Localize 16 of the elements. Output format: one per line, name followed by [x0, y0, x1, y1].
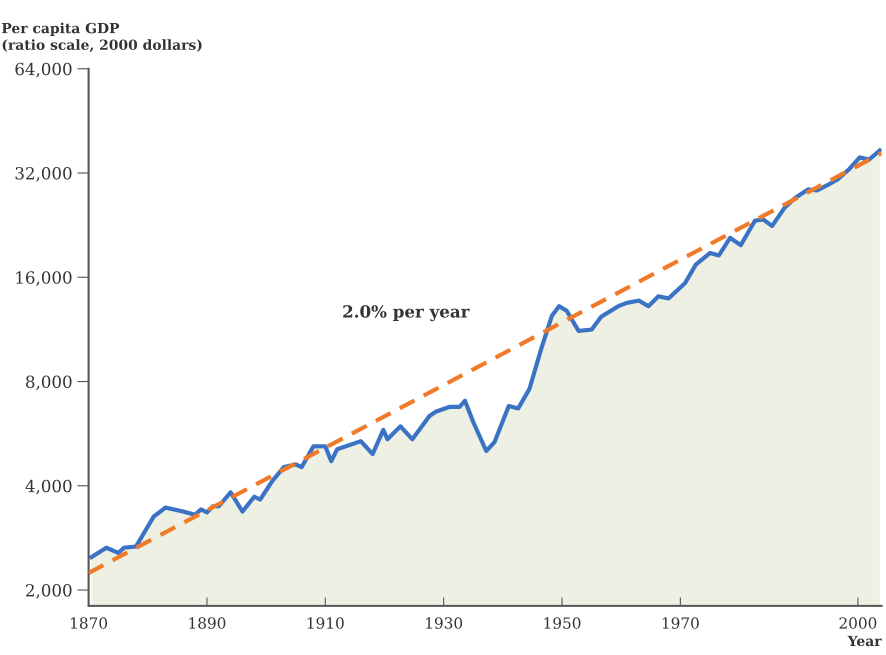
x-tick-label: 1930 [426, 617, 462, 629]
x-tick-label: 1890 [189, 617, 226, 629]
y-tick-label: 2,000 [26, 584, 72, 599]
x-tick-label: 2000 [839, 617, 876, 629]
y-axis-title: Per capita GDP (ratio scale, 2000 dollars) [2, 22, 202, 52]
x-axis-title: Year [848, 636, 882, 646]
x-tick-label: 1870 [71, 617, 108, 629]
y-tick-label: 8,000 [26, 375, 72, 390]
x-tick-label: 1950 [544, 617, 580, 629]
x-tick-label: 1970 [662, 617, 699, 629]
y-tick-label: 4,000 [25, 480, 72, 494]
annotation: 2.0% per year [343, 305, 470, 322]
x-tick-label: 1910 [308, 617, 344, 629]
y-tick-label: 64,000 [15, 62, 72, 78]
y-tick-label: 32,000 [16, 166, 72, 182]
y-tick-label: 16,000 [16, 271, 72, 286]
